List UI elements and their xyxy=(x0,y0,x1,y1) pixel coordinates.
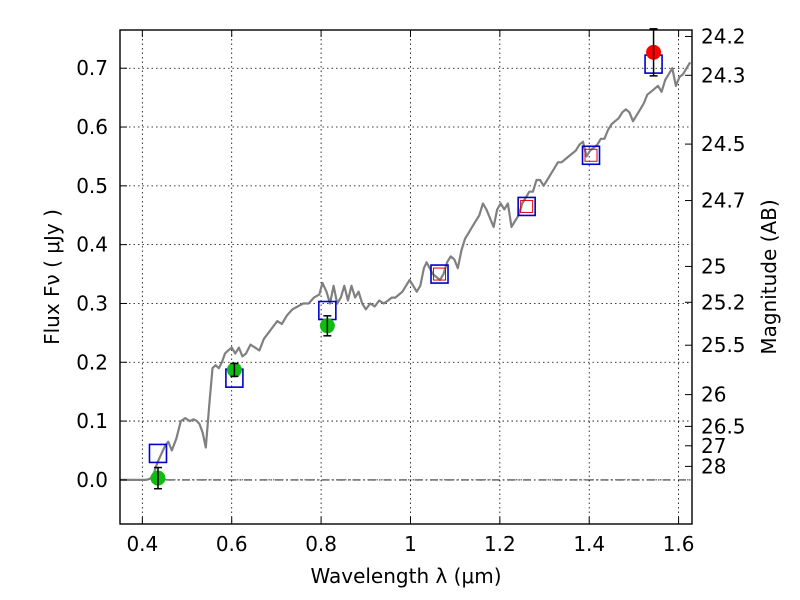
magnitude-tick-label: 27 xyxy=(701,434,726,458)
model-photometry-square xyxy=(148,443,168,464)
model-spectrum-line xyxy=(120,61,692,481)
magnitude-tick-label: 26 xyxy=(701,383,726,407)
y-axis-label: Flux Fν ( μJy ) xyxy=(40,209,64,345)
red-square-marker xyxy=(520,199,534,213)
magnitude-tick-label: 24.3 xyxy=(701,63,746,87)
y-tick-label: 0.4 xyxy=(76,233,108,257)
magnitude-tick-label: 26.5 xyxy=(701,414,746,438)
plot-frame xyxy=(119,29,693,525)
y-tick-label: 0.5 xyxy=(76,174,108,198)
x-axis-label: Wavelength λ (μm) xyxy=(310,564,501,588)
magnitude-tick-label: 28 xyxy=(701,454,726,478)
photometry-layer xyxy=(148,54,663,464)
model-photometry-square xyxy=(581,145,601,166)
red-square-marker xyxy=(433,267,447,281)
plot-background xyxy=(120,30,692,524)
y-tick-label: 0.1 xyxy=(76,409,108,433)
y-tick-label: 0.2 xyxy=(76,350,108,374)
y2-axis-label: Magnitude (AB) xyxy=(757,199,781,354)
red-square-marker xyxy=(584,148,598,162)
x-tick-label: 1.2 xyxy=(484,532,516,556)
x-tick-label: 1 xyxy=(404,532,417,556)
y-tick-label: 0.0 xyxy=(76,468,108,492)
magnitude-tick-label: 24.5 xyxy=(701,132,746,156)
model-photometry-square xyxy=(430,264,449,284)
magnitude-tick-label: 25 xyxy=(701,254,726,278)
y-tick-label: 0.3 xyxy=(76,291,108,315)
spectrum-layer xyxy=(120,61,692,481)
magnitude-tick-label: 24.7 xyxy=(701,189,746,213)
x-ticks-layer: 0.4 0.6 0.8 1 1.2 1.4 1.6 xyxy=(126,30,695,556)
y-tick-label: 0.6 xyxy=(76,115,108,139)
y-ticks-layer: 0.0 0.1 0.2 0.3 0.4 0.5 0.6 0.7 xyxy=(76,56,127,492)
x-tick-label: 1.6 xyxy=(663,532,695,556)
magnitude-tick-label: 25.2 xyxy=(701,290,746,314)
observed-layer xyxy=(150,28,662,490)
x-tick-label: 0.6 xyxy=(216,532,248,556)
x-tick-label: 0.8 xyxy=(305,532,337,556)
magnitude-tick-label: 25.5 xyxy=(701,333,746,357)
magnitude-tick-label: 24.2 xyxy=(701,24,746,48)
model-photometry-square xyxy=(517,196,536,217)
x-tick-label: 1.4 xyxy=(573,532,605,556)
y-tick-label: 0.7 xyxy=(76,56,108,80)
x-tick-label: 0.4 xyxy=(126,532,158,556)
